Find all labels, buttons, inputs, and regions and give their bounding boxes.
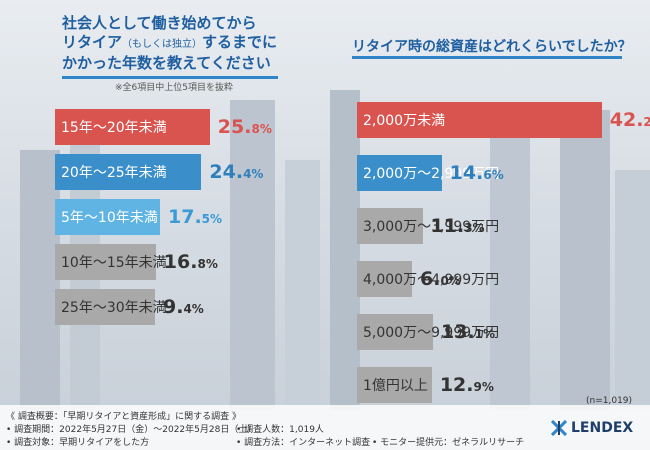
footer-method: • 調査方法：インターネット調査 bbox=[236, 438, 371, 448]
right-value-label: 6.0% bbox=[420, 268, 461, 290]
left-bar: 5年～10年未満 bbox=[55, 199, 160, 235]
lendex-logo: LENDEX bbox=[551, 420, 633, 436]
right-value-label: 42.2% bbox=[609, 109, 650, 131]
right-bar-label: 5,000万～9,999万円 bbox=[363, 325, 500, 341]
lendex-logo-icon bbox=[551, 420, 567, 436]
left-bar-label: 5年～10年未満 bbox=[61, 210, 158, 226]
left-value-label: 16.8% bbox=[163, 251, 218, 273]
left-bar-label: 15年～20年未満 bbox=[61, 120, 167, 136]
right-bar: 3,000万～3,999万円 bbox=[357, 208, 499, 244]
right-bar: 4,000万～4,999万円 bbox=[357, 261, 499, 297]
right-chart-title: リタイア時の総資産はどれくらいでしたか？ bbox=[352, 39, 632, 55]
left-bar-label: 25年～30年未満 bbox=[61, 300, 167, 316]
left-title-line2b: （もしくは独立） bbox=[122, 39, 203, 50]
right-value-label: 12.9% bbox=[439, 374, 494, 396]
survey-footer bbox=[0, 405, 650, 450]
left-value-label: 24.4% bbox=[209, 161, 264, 183]
right-bar-label: 2,000万～2,999万円 bbox=[363, 166, 500, 182]
left-bar-label: 20年～25年未満 bbox=[61, 165, 167, 181]
left-value-label: 9.4% bbox=[163, 296, 204, 318]
right-value-label: 14.6% bbox=[449, 162, 504, 184]
left-title-line2: リタイア（もしくは独立）するまでに bbox=[62, 33, 332, 54]
right-bar-label: 3,000万～3,999万円 bbox=[363, 219, 500, 235]
footer-target: • 調査対象：早期リタイアをした方 bbox=[6, 438, 150, 448]
footer-monitor: • モニター提供元：ゼネラルリサーチ bbox=[372, 438, 525, 448]
sample-size-note: (n=1,019) bbox=[586, 396, 633, 406]
left-chart-note: ※全6項目中上位5項目を抜粋 bbox=[115, 83, 233, 93]
footer-survey-title: 《 調査概要：「早期リタイアと資産形成」に関する調査 》 bbox=[6, 412, 242, 422]
right-value-label: 11.3% bbox=[430, 215, 485, 237]
right-value-label: 13.1% bbox=[440, 321, 496, 343]
right-bar: 5,000万～9,999万円 bbox=[357, 314, 499, 350]
left-bar: 15年～20年未満 bbox=[55, 109, 210, 145]
left-title-underline bbox=[62, 76, 278, 79]
footer-count: • 調査人数：1,019人 bbox=[236, 425, 324, 435]
right-bar: 2,000万～2,999万円 bbox=[357, 155, 499, 191]
left-title-line2c: するまでに bbox=[202, 33, 278, 51]
right-bar: 1億円以上 bbox=[357, 367, 432, 403]
left-chart-title: 社会人として働き始めてから リタイア（もしくは独立）するまでに かかった年数を教… bbox=[62, 14, 332, 73]
left-bar-label: 10年～15年未満 bbox=[61, 255, 167, 271]
left-title-line1: 社会人として働き始めてから bbox=[62, 14, 257, 32]
right-title-underline bbox=[352, 56, 622, 59]
left-bar: 20年～25年未満 bbox=[55, 154, 202, 190]
left-bar: 10年～15年未満 bbox=[55, 244, 167, 280]
left-value-label: 17.5% bbox=[168, 206, 223, 228]
right-bar-label: 4,000万～4,999万円 bbox=[363, 272, 500, 288]
right-bar: 2,000万未満 bbox=[357, 102, 602, 138]
lendex-logo-text: LENDEX bbox=[571, 420, 634, 436]
right-bar-label: 1億円以上 bbox=[363, 378, 428, 394]
footer-period: • 調査期間：2022年5月27日（金）～2022年5月28日（土） bbox=[6, 425, 257, 435]
right-bar-label: 2,000万未満 bbox=[363, 113, 446, 129]
left-title-line2a: リタイア bbox=[62, 33, 123, 51]
left-bar: 25年～30年未満 bbox=[55, 289, 167, 325]
left-title-line3: かかった年数を教えてください bbox=[62, 54, 271, 72]
left-value-label: 25.8% bbox=[217, 116, 272, 138]
